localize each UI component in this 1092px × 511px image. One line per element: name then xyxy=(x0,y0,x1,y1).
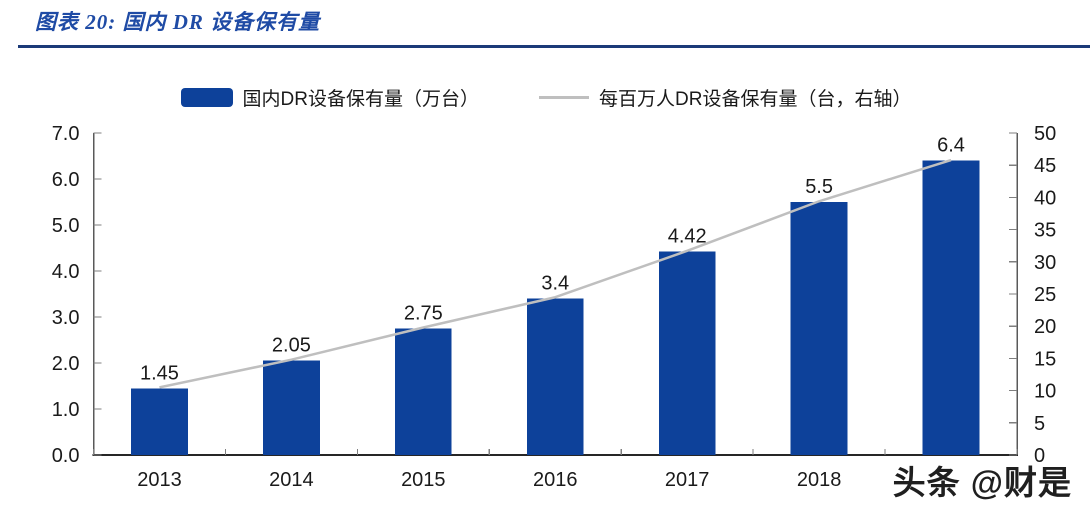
left-axis-tick-label: 0.0 xyxy=(52,445,80,467)
left-axis-tick-label: 7.0 xyxy=(52,123,80,145)
right-axis-tick-label: 45 xyxy=(1034,155,1056,177)
left-axis-tick-label: 1.0 xyxy=(52,399,80,421)
bar-data-label: 2.75 xyxy=(404,303,443,325)
left-axis-tick-label: 5.0 xyxy=(52,215,80,237)
bar-series-swatch-icon xyxy=(180,88,233,107)
line-series-swatch-icon xyxy=(539,96,589,99)
bar xyxy=(658,251,716,455)
bar xyxy=(526,298,584,455)
bar xyxy=(131,388,188,455)
left-axis-tick-label: 3.0 xyxy=(52,307,80,329)
legend-line-label: 每百万人DR设备保有量（台，右轴） xyxy=(599,89,912,110)
legend-item-bars: 国内DR设备保有量（万台） xyxy=(180,84,479,111)
bar-data-label: 6.4 xyxy=(937,135,965,157)
bar xyxy=(922,160,980,455)
left-axis-tick-label: 4.0 xyxy=(52,261,80,283)
bar-data-label: 2.05 xyxy=(272,335,311,357)
bar-data-label: 5.5 xyxy=(805,176,833,198)
right-axis-tick-label: 5 xyxy=(1034,413,1045,435)
x-axis-category-label: 2017 xyxy=(665,469,710,491)
x-axis-category-label: 2018 xyxy=(797,469,842,491)
x-axis-category-label: 2014 xyxy=(269,469,314,491)
x-axis-category-label: 2016 xyxy=(533,469,578,491)
right-axis-tick-label: 40 xyxy=(1034,187,1056,209)
bar xyxy=(263,360,320,455)
legend-bars-label: 国内DR设备保有量（万台） xyxy=(242,89,479,110)
right-axis-tick-label: 35 xyxy=(1034,220,1056,242)
right-axis-tick-label: 0 xyxy=(1034,445,1045,467)
figure-title: 图表 20: 国内 DR 设备保有量 xyxy=(35,10,321,34)
bar-data-label: 3.4 xyxy=(541,273,569,295)
right-axis-tick-label: 25 xyxy=(1034,284,1056,306)
x-axis-category-label: 2013 xyxy=(137,469,182,491)
left-axis-tick-label: 6.0 xyxy=(52,169,80,191)
legend-item-line: 每百万人DR设备保有量（台，右轴） xyxy=(539,84,911,111)
right-axis-tick-label: 20 xyxy=(1034,316,1056,338)
right-axis-tick-label: 30 xyxy=(1034,252,1056,274)
right-axis-tick-label: 10 xyxy=(1034,381,1056,403)
bar xyxy=(790,202,848,455)
watermark: 头条 @财是 xyxy=(892,464,1072,501)
bar-data-label: 1.45 xyxy=(140,362,179,384)
right-axis-tick-label: 50 xyxy=(1034,123,1056,145)
title-divider xyxy=(18,45,1090,48)
x-axis-category-label: 2015 xyxy=(401,469,446,491)
line-series xyxy=(159,158,952,389)
right-axis-tick-label: 15 xyxy=(1034,348,1056,370)
bar xyxy=(394,328,452,455)
bar-data-label: 4.42 xyxy=(668,226,707,248)
chart-legend: 国内DR设备保有量（万台） 每百万人DR设备保有量（台，右轴） xyxy=(0,84,1092,111)
left-axis-tick-label: 2.0 xyxy=(52,353,80,375)
